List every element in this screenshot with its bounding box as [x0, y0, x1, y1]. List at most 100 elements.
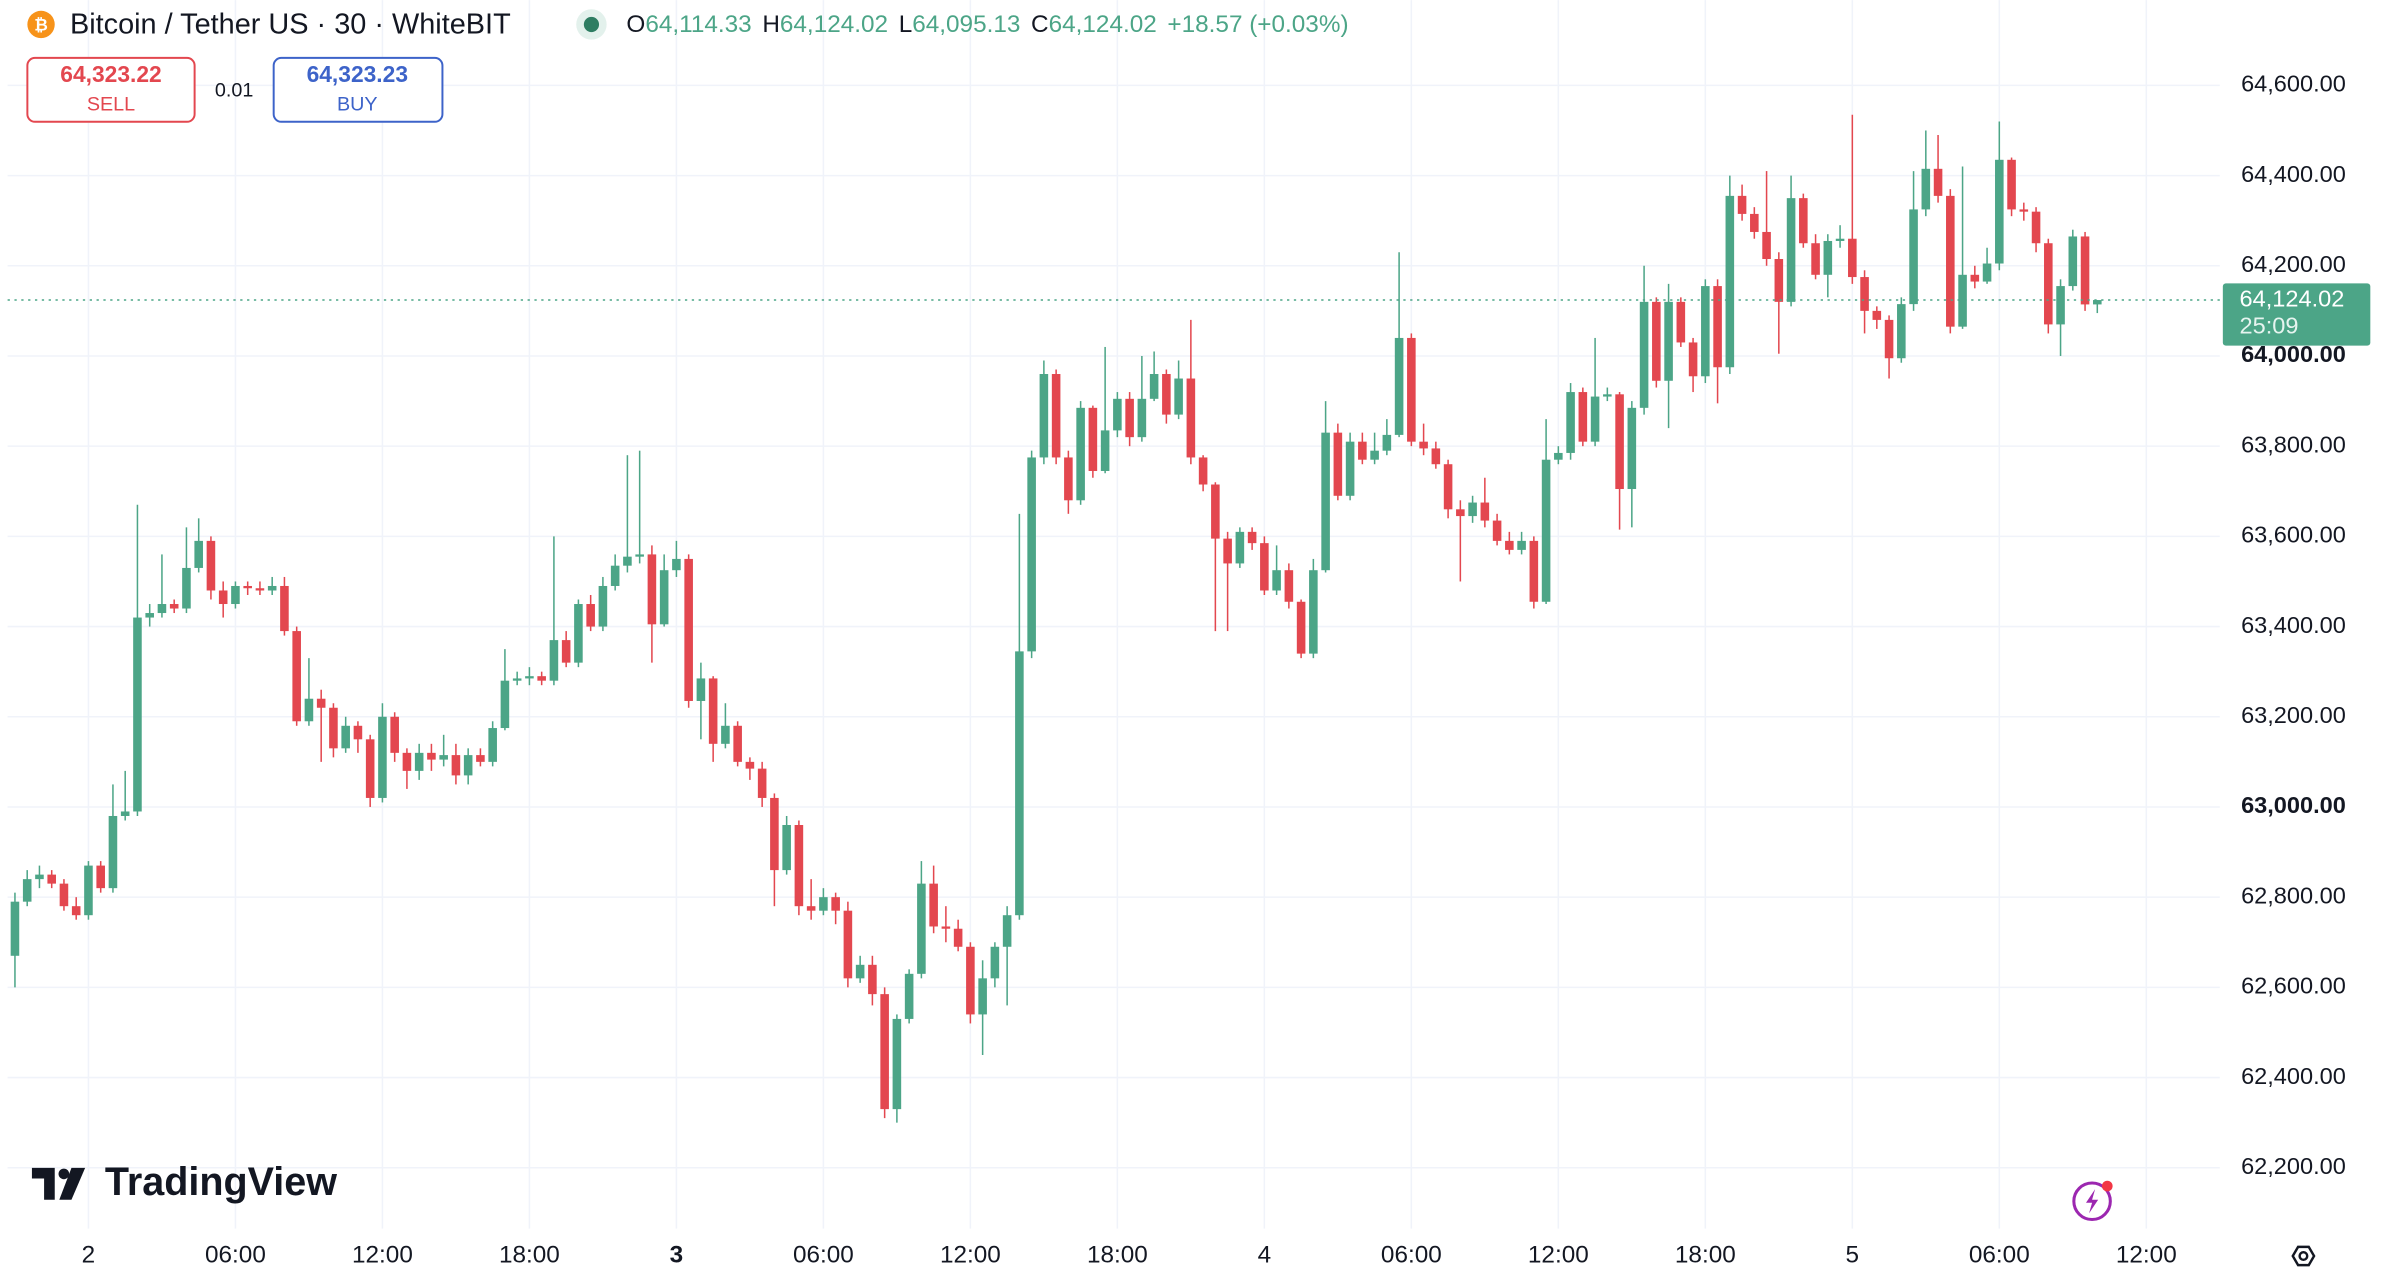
candle-body [953, 928, 963, 947]
candle-body [868, 964, 877, 995]
x-tick-label: 4 [1258, 1241, 1272, 1268]
candle-body [47, 874, 56, 884]
buy-price[interactable]: 64,323.23 [307, 61, 408, 87]
notification-dot [2101, 1180, 2113, 1192]
candle-body [2031, 211, 2041, 244]
candle-body [316, 698, 326, 708]
sell-box[interactable] [26, 56, 196, 123]
candle-body [1076, 407, 1085, 501]
y-tick-label: 63,400.00 [2241, 612, 2346, 638]
candle-body [1015, 651, 1024, 916]
y-tick-label: 63,800.00 [2241, 431, 2346, 457]
sell-label[interactable]: SELL [87, 93, 135, 115]
candle-body [672, 558, 681, 571]
candle-body [1321, 432, 1330, 571]
status-dot [583, 16, 600, 33]
sell-price[interactable]: 64,323.22 [60, 61, 161, 87]
candle-body [1811, 243, 1820, 275]
candle-body [978, 978, 987, 1015]
candle-body [1039, 374, 1049, 458]
candle-body [696, 678, 706, 701]
y-tick-label: 62,400.00 [2241, 1063, 2346, 1089]
candle-body [1897, 304, 1906, 359]
candle-body [1909, 209, 1918, 305]
candle-body [917, 883, 926, 974]
lightning-glyph[interactable] [2086, 1189, 2099, 1214]
logo-shape [59, 1167, 86, 1200]
legend-key: O [626, 11, 645, 38]
candle-body [549, 640, 559, 681]
candle-body [2056, 286, 2065, 325]
candle-body [365, 739, 375, 798]
candle-body [1676, 301, 1686, 343]
last-price-label: 64,124.02 [2240, 285, 2345, 311]
candle-body [206, 540, 216, 591]
buy-box[interactable] [272, 56, 444, 123]
candle-body [1272, 570, 1281, 591]
candle-body [1223, 538, 1232, 564]
candle-body [819, 897, 828, 911]
x-tick-label: 12:00 [352, 1241, 413, 1268]
x-tick-label: 2 [82, 1241, 96, 1268]
candle-body [157, 604, 167, 614]
buy-label[interactable]: BUY [337, 93, 378, 115]
candle-body [120, 811, 130, 816]
candle-body [1554, 452, 1563, 460]
candle-body [329, 707, 338, 749]
candle-body [1529, 540, 1539, 602]
candle-body [892, 1018, 902, 1110]
candle-body [1652, 301, 1661, 381]
candle-body [574, 604, 583, 663]
candle-body [1492, 520, 1502, 541]
candle-body [659, 570, 669, 625]
candle-body [598, 585, 608, 627]
candle-body [108, 815, 118, 889]
candle-body [1921, 168, 1931, 210]
candle-body [757, 768, 767, 798]
candle-body [831, 897, 840, 911]
settings-icon[interactable] [2291, 1245, 2316, 1267]
candle-body [292, 631, 301, 722]
candle-body [1431, 448, 1441, 465]
candle-body [1517, 540, 1526, 550]
candle-body [427, 752, 436, 760]
candle-body [243, 585, 252, 589]
x-tick-label: 12:00 [1528, 1241, 1589, 1268]
sell-button[interactable]: 64,323.22 SELL [26, 56, 196, 123]
legend-key: H [762, 11, 780, 38]
candle-body [904, 973, 914, 1019]
settings-icon-center[interactable] [2298, 1250, 2309, 1262]
candle-body [1113, 398, 1122, 431]
candle-body [194, 540, 203, 568]
candle-body [1982, 263, 1992, 282]
candle-body [1456, 509, 1465, 517]
buy-button[interactable]: 64,323.23 BUY [272, 56, 444, 123]
lightning-icon[interactable] [2072, 1181, 2112, 1222]
y-tick-label: 64,200.00 [2241, 251, 2346, 277]
candle-body [22, 879, 32, 902]
candle-body [1627, 407, 1637, 490]
candle-body [1848, 238, 1857, 278]
candle-body [708, 678, 718, 744]
candle-body [1235, 531, 1245, 564]
candle-body [341, 725, 350, 749]
candle-body [1639, 301, 1649, 408]
axes: 62,200.00 62,400.00 62,600.00 62,800.00 63,0… [82, 71, 2371, 1268]
candle-body [1088, 407, 1098, 471]
candle-body [145, 613, 154, 618]
x-tick-label: 06:00 [1381, 1241, 1442, 1268]
candle-body [1701, 286, 1710, 377]
candle-body [794, 825, 804, 907]
candle-body [525, 676, 534, 679]
logo-shape [58, 1168, 70, 1180]
candle-body [71, 906, 81, 916]
x-tick-label: 18:00 [499, 1241, 560, 1268]
candle-body [35, 874, 44, 880]
candle-body [855, 964, 865, 979]
candle-body [1027, 457, 1036, 652]
y-tick-label: 63,200.00 [2241, 702, 2346, 728]
candle-body [843, 910, 853, 979]
candle-body [1100, 430, 1110, 471]
candle-body [1664, 301, 1673, 381]
grid [7, 0, 2220, 1229]
